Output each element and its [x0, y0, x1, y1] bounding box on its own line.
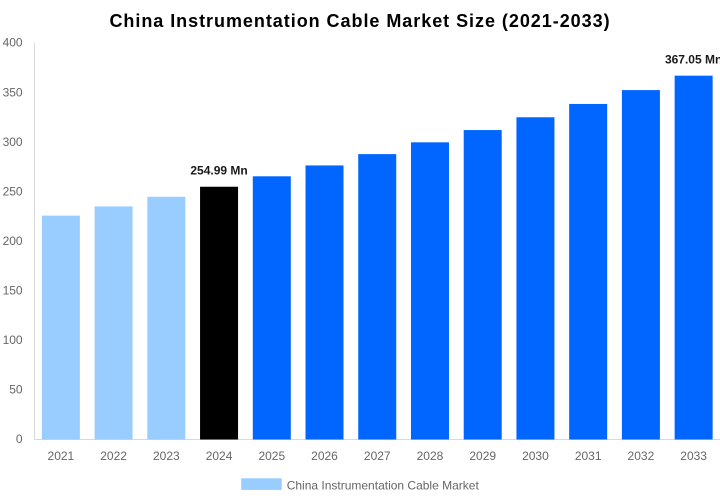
svg-text:350: 350 — [3, 85, 23, 99]
svg-text:254.99 Mn: 254.99 Mn — [190, 163, 247, 177]
svg-text:2028: 2028 — [417, 449, 444, 463]
svg-text:2029: 2029 — [469, 449, 496, 463]
svg-text:250: 250 — [3, 184, 23, 198]
svg-text:50: 50 — [9, 383, 23, 397]
svg-text:2032: 2032 — [628, 449, 655, 463]
svg-text:2031: 2031 — [575, 449, 602, 463]
svg-text:China Instrumentation Cable Ma: China Instrumentation Cable Market — [287, 478, 480, 492]
svg-text:100: 100 — [3, 333, 23, 347]
svg-text:2027: 2027 — [364, 449, 391, 463]
svg-text:2030: 2030 — [522, 449, 549, 463]
svg-text:2022: 2022 — [100, 449, 127, 463]
svg-text:2021: 2021 — [48, 449, 75, 463]
svg-text:150: 150 — [3, 284, 23, 298]
svg-text:2025: 2025 — [258, 449, 285, 463]
svg-text:2024: 2024 — [206, 449, 233, 463]
svg-text:2026: 2026 — [311, 449, 338, 463]
svg-text:400: 400 — [3, 36, 23, 50]
svg-text:2023: 2023 — [153, 449, 180, 463]
svg-text:300: 300 — [3, 135, 23, 149]
svg-text:0: 0 — [16, 432, 23, 446]
svg-text:367.05 Mn: 367.05 Mn — [665, 52, 720, 66]
svg-text:2033: 2033 — [680, 449, 707, 463]
svg-text:200: 200 — [3, 234, 23, 248]
svg-text:China Instrumentation Cable Ma: China Instrumentation Cable Market Size … — [109, 11, 610, 31]
